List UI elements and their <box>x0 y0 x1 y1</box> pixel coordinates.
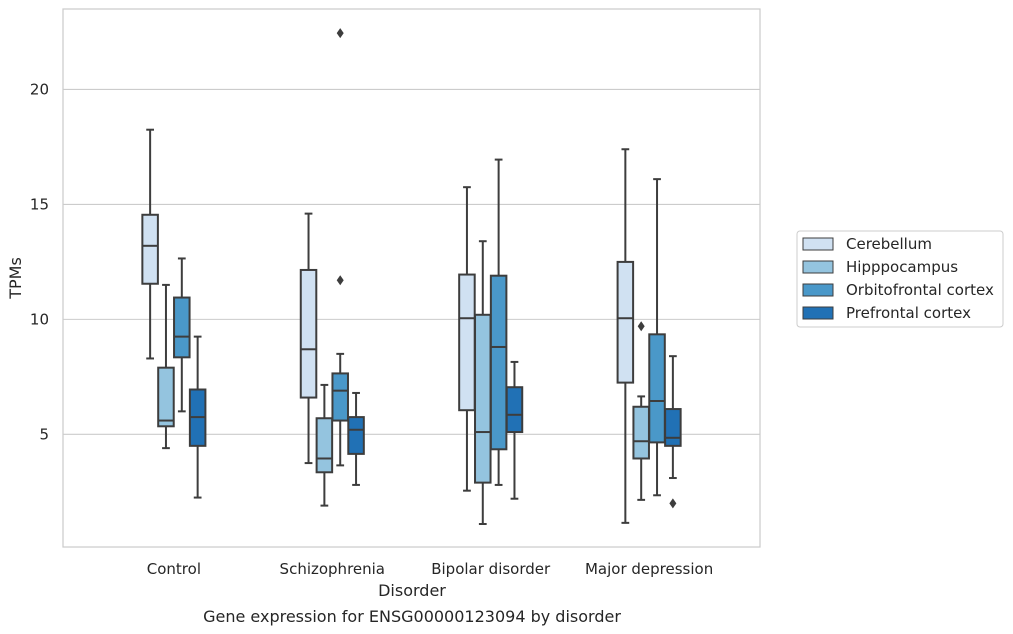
box-1-3 <box>347 391 365 486</box>
legend-label: Cerebellum <box>846 235 932 253</box>
box-0-0 <box>141 128 159 360</box>
box-body <box>616 260 635 384</box>
box-body <box>347 416 365 455</box>
y-axis-label: TPMs <box>6 257 25 300</box>
box-body <box>474 313 492 484</box>
legend-label: Prefrontal cortex <box>846 304 971 322</box>
x-axis-label: Disorder <box>378 581 446 600</box>
box-body <box>315 417 334 474</box>
box-1-0 <box>299 212 318 465</box>
box-body <box>664 408 682 447</box>
box-0-2 <box>173 257 191 413</box>
box-body <box>173 296 191 359</box>
box-3-1 <box>632 321 650 501</box>
box-2-3 <box>505 360 524 500</box>
x-tick-label: Control <box>147 560 201 578</box>
box-body <box>648 333 666 444</box>
y-tick-labels: 5 10 15 20 <box>30 80 49 443</box>
box-body <box>157 366 175 428</box>
x-tick-label: Major depression <box>585 560 713 578</box>
y-tick-label: 20 <box>30 80 49 98</box>
legend-swatch <box>802 306 834 320</box>
legend-label: Hipppocampus <box>846 258 958 276</box>
box-0-3 <box>188 335 207 499</box>
box-groups <box>141 28 682 526</box>
x-tick-label: Schizophrenia <box>280 560 385 578</box>
box-body <box>632 405 650 460</box>
box-1-1 <box>315 383 334 507</box>
legend-frame <box>796 230 1004 328</box>
x-tick-labels: Control Schizophrenia Bipolar disorder Majo… <box>147 560 713 578</box>
box-1-2 <box>331 28 349 467</box>
chart-caption: Gene expression for ENSG00000123094 by d… <box>203 607 621 626</box>
legend-swatch <box>802 237 834 251</box>
legend-label: Orbitofrontal cortex <box>846 281 994 299</box>
box-body <box>299 268 318 399</box>
outlier-point <box>336 275 344 286</box>
legend-swatch <box>802 260 834 274</box>
box-body <box>505 386 524 434</box>
box-0-1 <box>157 283 175 450</box>
box-body <box>141 213 159 285</box>
y-tick-label: 10 <box>30 310 49 328</box>
box-3-2 <box>648 178 666 497</box>
x-tick-label: Bipolar disorder <box>431 560 551 578</box>
outlier-point <box>637 321 645 332</box>
box-body <box>489 274 508 451</box>
box-body <box>331 372 349 422</box>
y-tick-label: 15 <box>30 195 49 213</box>
box-3-3 <box>664 355 682 509</box>
legend-swatch <box>802 283 834 297</box>
box-2-2 <box>489 158 508 486</box>
box-body <box>458 273 476 412</box>
plot-frame <box>62 8 761 548</box>
outlier-point <box>669 498 677 509</box>
box-3-0 <box>616 148 635 524</box>
box-2-0 <box>458 186 476 492</box>
outlier-point <box>336 28 344 39</box>
legend: Cerebellum Hipppocampus Orbitofrontal cort… <box>796 230 1004 328</box>
y-tick-label: 5 <box>39 425 49 443</box>
box-2-1 <box>474 240 492 526</box>
